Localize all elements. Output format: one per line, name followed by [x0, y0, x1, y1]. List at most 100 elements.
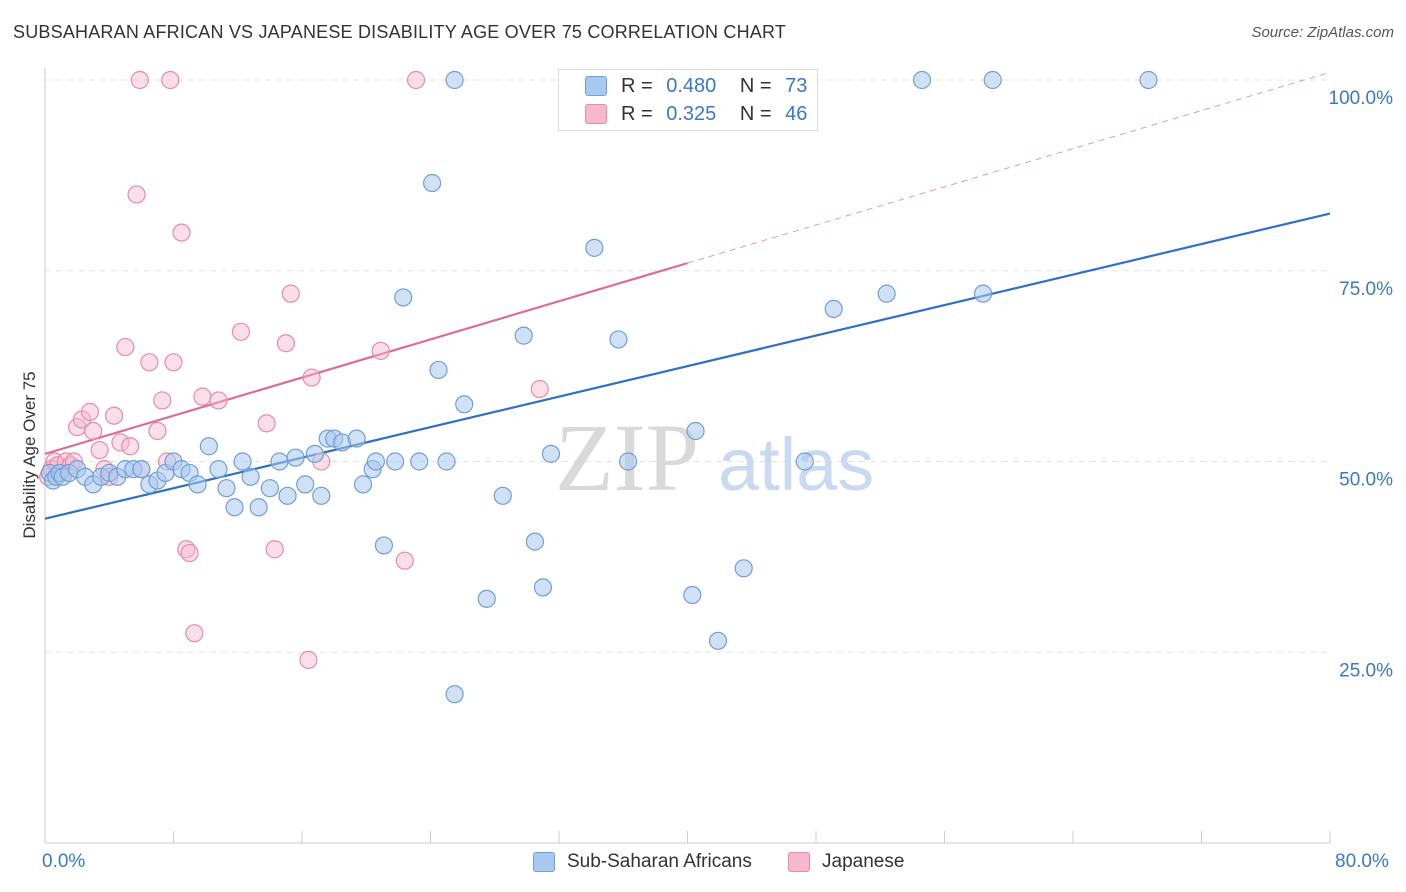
sub-saharan-point [609, 330, 628, 349]
x-tick-min: 0.0% [42, 851, 86, 872]
sub-saharan-point [795, 452, 814, 471]
sub-saharan-point [353, 475, 373, 494]
japanese-point [153, 391, 172, 410]
japanese-trend-extension [687, 71, 1331, 264]
japanese-point [172, 223, 191, 242]
japanese-point [395, 551, 414, 570]
sub-saharan-point [312, 486, 331, 505]
r-label: R = [621, 102, 653, 125]
r-value: 0.325 [666, 102, 717, 125]
watermark-atlas: atlas [718, 423, 874, 506]
japanese-trend-line [44, 262, 688, 455]
sub-saharan-point [394, 288, 413, 307]
sub-saharan-point [824, 299, 843, 318]
japanese-point [180, 543, 199, 563]
sub-saharan-point [734, 559, 753, 578]
japanese-point [265, 540, 284, 559]
y-tick-label: 75.0% [1339, 279, 1393, 300]
japanese-point [371, 341, 390, 360]
r-label: R = [621, 74, 653, 97]
japanese-point [164, 353, 183, 372]
japanese-point [148, 421, 167, 441]
sub-saharan-point [1139, 70, 1158, 90]
sub-saharan-point [199, 437, 218, 456]
legend-item-sub-saharan[interactable]: Sub-Saharan Africans [533, 851, 752, 873]
japanese-point [90, 440, 109, 460]
sub-saharan-point [249, 498, 268, 517]
sub-saharan-point [493, 486, 512, 505]
sub-saharan-point [445, 685, 464, 704]
sub-saharan-point [410, 452, 429, 471]
sub-saharan-point [429, 360, 448, 380]
r-value: 0.480 [666, 74, 717, 97]
sub-saharan-point [708, 631, 728, 650]
sub-saharan-point [533, 578, 553, 597]
japanese-point [302, 368, 321, 387]
sub-saharan-point [477, 589, 496, 608]
x-tick-max: 80.0% [1335, 851, 1389, 872]
sub-saharan-point [225, 498, 244, 517]
japanese-point [299, 650, 318, 669]
sub-saharan-point [132, 460, 151, 479]
sub-saharan-point [386, 452, 405, 471]
n-label: N = [739, 102, 772, 125]
japanese-point [231, 322, 251, 341]
sub-saharan-point [445, 70, 464, 90]
japanese-point [80, 402, 100, 422]
sub-saharan-point [260, 479, 279, 498]
sub-saharan-trend-line [44, 212, 1331, 520]
sub-saharan-point [983, 70, 1002, 90]
legend-label: Japanese [822, 851, 905, 872]
sub-saharan-point [374, 536, 394, 555]
source-label: Source: ZipAtlas.com [1251, 24, 1394, 41]
japanese-point [116, 337, 135, 357]
japanese-point [111, 433, 130, 452]
sub-saharan-point [525, 532, 545, 551]
japanese-point [193, 387, 212, 406]
sub-saharan-point [683, 585, 702, 605]
sub-saharan-point [912, 70, 932, 90]
sub-saharan-point [437, 452, 456, 471]
blue-swatch [533, 852, 555, 872]
y-tick-labels: 25.0% 50.0% 75.0% 100.0% [1329, 88, 1394, 681]
n-value: 73 [785, 74, 808, 97]
sub-saharan-point [233, 452, 252, 471]
sub-saharan-point [217, 479, 236, 498]
sub-saharan-point [305, 444, 324, 463]
sub-saharan-point [877, 284, 896, 303]
sub-saharan-point [296, 475, 315, 494]
trend-lines [44, 71, 1331, 520]
y-axis-label: Disability Age Over 75 [20, 371, 39, 539]
sub-saharan-point [270, 452, 289, 471]
japanese-point [121, 437, 140, 456]
japanese-point [84, 421, 103, 441]
sub-saharan-point [514, 326, 533, 345]
watermark: ZIP atlas [555, 404, 874, 511]
japanese-point [406, 70, 426, 90]
japanese-point [281, 284, 300, 303]
n-value: 46 [785, 102, 808, 125]
sub-saharan-point [585, 238, 604, 257]
y-tick-label: 50.0% [1339, 470, 1393, 491]
sub-saharan-point [366, 452, 385, 471]
sub-saharan-point [686, 421, 705, 441]
japanese-point [276, 334, 296, 353]
sub-saharan-point [188, 475, 207, 494]
y-tick-label: 25.0% [1339, 660, 1393, 681]
sub-saharan-point [541, 444, 561, 463]
legend-label: Sub-Saharan Africans [567, 851, 752, 872]
sub-saharan-point [423, 173, 442, 193]
japanese-point [530, 379, 549, 399]
sub-saharan-point [209, 460, 228, 479]
sub-saharan-point [241, 467, 260, 486]
grid-lines [45, 79, 1330, 653]
blue-swatch [585, 76, 607, 96]
legend-item-japanese[interactable]: Japanese [788, 851, 904, 873]
japanese-points [39, 70, 549, 669]
pink-swatch [585, 104, 607, 124]
sub-saharan-points [40, 70, 1158, 704]
sub-saharan-point [286, 448, 305, 467]
pink-swatch [788, 852, 810, 872]
japanese-point [161, 70, 180, 90]
